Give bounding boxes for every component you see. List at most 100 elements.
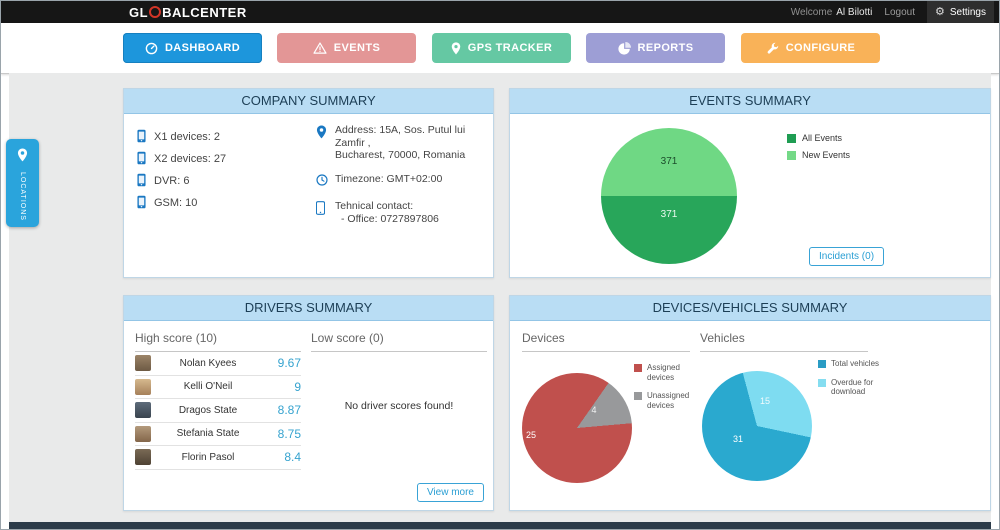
- address-line-2: Bucharest, 70000, Romania: [335, 149, 466, 161]
- tab-gps-tracker[interactable]: GPS TRACKER: [432, 33, 571, 63]
- company-summary-title: COMPANY SUMMARY: [124, 89, 493, 114]
- device-count-x1-text: X1 devices: 2: [154, 131, 221, 143]
- tab-dashboard-label: DASHBOARD: [164, 42, 241, 54]
- all-events-swatch-icon: [787, 133, 796, 143]
- legend-item-unassigned: Unassigned devices: [634, 391, 703, 410]
- events-pie-value-new: 371: [660, 156, 678, 167]
- welcome-text: Welcome Al Bilotti: [791, 7, 873, 18]
- brand-text-prefix: GL: [129, 4, 149, 20]
- pie-chart-icon: [617, 41, 631, 55]
- contact-text: Tehnical contact: - Office: 0727897806: [335, 200, 439, 225]
- low-score-header: Low score (0): [311, 329, 487, 352]
- device-counts-list: X1 devices: 2 X2 devices: 27 DVR: 6 GSM:…: [137, 126, 226, 214]
- settings-label: Settings: [949, 6, 986, 18]
- timezone-info: Timezone: GMT+02:00: [316, 173, 493, 190]
- contact-label: Tehnical contact:: [335, 200, 414, 212]
- devices-legend: Assigned devices Unassigned devices: [634, 363, 703, 419]
- incidents-button[interactable]: Incidents (0): [809, 247, 885, 266]
- driver-avatar: [135, 425, 151, 442]
- driver-row[interactable]: Kelli O'Neil 9: [135, 376, 301, 399]
- legend-item-overdue: Overdue for download: [818, 378, 887, 397]
- events-pie-chart: [601, 128, 737, 264]
- events-pie-value-all: 371: [660, 209, 678, 220]
- vehicles-pie-chart: [702, 371, 812, 481]
- clock-icon: [316, 173, 329, 190]
- vehicles-pie-value-overdue: 15: [759, 396, 770, 406]
- company-summary-body: X1 devices: 2 X2 devices: 27 DVR: 6 GSM:…: [124, 114, 493, 277]
- main-nav: DASHBOARD EVENTS GPS TRACKER REPORTS CON…: [1, 23, 999, 74]
- devices-header: Devices: [522, 331, 690, 352]
- view-more-button[interactable]: View more: [416, 483, 484, 502]
- settings-icon: ⚙: [934, 5, 945, 18]
- driver-score: 9.67: [277, 356, 301, 371]
- driver-avatar: [135, 355, 151, 372]
- contact-office: - Office: 0727897806: [341, 212, 439, 225]
- new-events-label: New Events: [802, 150, 851, 160]
- devices-pie-value-assigned: 25: [525, 430, 536, 440]
- devices-vehicles-title: DEVICES/VEHICLES SUMMARY: [510, 296, 990, 321]
- vehicles-pie-value-total: 31: [732, 434, 743, 444]
- unassigned-swatch-icon: [634, 392, 642, 400]
- brand-text-suffix: BALCENTER: [162, 4, 247, 20]
- tab-reports[interactable]: REPORTS: [586, 33, 725, 63]
- assigned-label: Assigned devices: [647, 363, 680, 382]
- tab-reports-label: REPORTS: [637, 42, 694, 54]
- welcome-label: Welcome: [790, 6, 833, 18]
- device-count-x2-text: X2 devices: 27: [154, 153, 227, 165]
- new-events-swatch-icon: [787, 150, 796, 160]
- contact-info: Tehnical contact: - Office: 0727897806: [315, 200, 493, 225]
- device-count-dvr: DVR: 6: [137, 170, 226, 192]
- address-pin-icon: [316, 124, 329, 143]
- driver-name: Stefania State: [176, 428, 240, 440]
- legend-item-new-events: New Events: [787, 150, 850, 160]
- driver-name: Dragos State: [178, 404, 238, 416]
- high-score-header: High score (10): [135, 329, 301, 352]
- driver-score: 8.4: [284, 450, 301, 465]
- tab-dashboard[interactable]: DASHBOARD: [123, 33, 262, 63]
- driver-avatar: [135, 378, 151, 395]
- driver-row[interactable]: Nolan Kyees 9.67: [135, 352, 301, 376]
- high-score-column: High score (10) Nolan Kyees 9.67 Kelli O…: [135, 329, 301, 470]
- location-pin-icon: [17, 148, 28, 167]
- device-count-x2: X2 devices: 27: [137, 148, 226, 170]
- phone-device-icon: [137, 129, 146, 146]
- assigned-swatch-icon: [634, 364, 642, 372]
- devices-pie-value-unassigned: 4: [591, 405, 597, 415]
- tab-configure[interactable]: CONFIGURE: [741, 33, 880, 63]
- footer-bar: [9, 522, 991, 529]
- all-events-label: All Events: [802, 133, 843, 143]
- map-pin-icon: [451, 41, 461, 55]
- no-scores-message: No driver scores found!: [344, 400, 454, 412]
- driver-row[interactable]: Stefania State 8.75: [135, 423, 301, 446]
- driver-row[interactable]: Dragos State 8.87: [135, 399, 301, 423]
- overdue-label: Overdue for download: [831, 377, 874, 397]
- company-summary-panel: COMPANY SUMMARY X1 devices: 2 X2 devices…: [123, 88, 494, 278]
- total-vehicles-label: Total vehicles: [831, 359, 880, 368]
- topbar-right: Welcome Al Bilotti Logout ⚙ Settings: [791, 1, 994, 23]
- driver-score: 8.87: [277, 403, 301, 418]
- vehicles-legend: Total vehicles Overdue for download: [818, 359, 887, 406]
- driver-name: Florin Pasol: [181, 451, 235, 463]
- device-count-gsm: GSM: 10: [137, 192, 226, 214]
- device-count-x1: X1 devices: 2: [137, 126, 226, 148]
- logout-link[interactable]: Logout: [884, 6, 915, 18]
- tab-configure-label: CONFIGURE: [785, 42, 856, 54]
- tab-gps-label: GPS TRACKER: [467, 42, 553, 54]
- legend-item-all-events: All Events: [787, 133, 850, 143]
- settings-button[interactable]: ⚙ Settings: [926, 1, 994, 23]
- device-count-dvr-text: DVR: 6: [154, 175, 190, 187]
- devices-pie-chart: [522, 373, 632, 483]
- driver-row[interactable]: Florin Pasol 8.4: [135, 446, 301, 470]
- tab-events[interactable]: EVENTS: [277, 33, 416, 63]
- topbar: GL BALCENTER Welcome Al Bilotti Logout ⚙…: [1, 1, 999, 23]
- overdue-swatch-icon: [818, 378, 826, 387]
- low-score-column: Low score (0) No driver scores found!: [311, 329, 487, 412]
- events-summary-panel: EVENTS SUMMARY 371 371 All Events New Ev…: [509, 88, 991, 278]
- phone-device-icon: [137, 173, 146, 190]
- driver-name: Kelli O'Neil: [183, 381, 233, 393]
- address-text: Address: 15A, Sos. Putul lui Zamfir , Bu…: [335, 124, 493, 162]
- tab-events-label: EVENTS: [333, 42, 381, 54]
- locations-side-tab[interactable]: LOCATIONS: [6, 139, 39, 227]
- phone-device-icon: [137, 195, 146, 212]
